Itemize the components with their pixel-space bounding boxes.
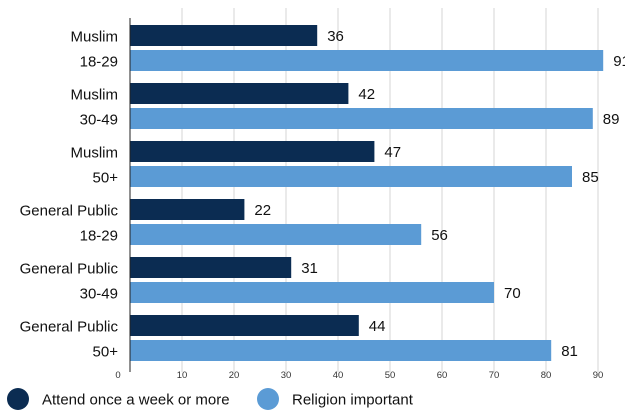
legend-label: Religion important	[292, 392, 414, 409]
religion-important-bar	[130, 282, 494, 303]
category-age-label: 18-29	[80, 228, 118, 245]
x-tick-label: 50	[385, 370, 396, 381]
value-label: 42	[358, 86, 375, 103]
category-group-label: Muslim	[71, 29, 119, 46]
value-label: 44	[369, 318, 386, 335]
attend-weekly-bar	[130, 199, 245, 220]
category-group-label: General Public	[20, 203, 119, 220]
legend-swatch	[7, 388, 29, 410]
value-label: 22	[254, 202, 271, 219]
category-group-label: General Public	[20, 261, 119, 278]
x-tick-label: 20	[229, 370, 240, 381]
x-tick-label: 70	[489, 370, 500, 381]
x-tick-label: 30	[281, 370, 292, 381]
value-label: 85	[582, 169, 599, 186]
religion-important-bar	[130, 166, 572, 187]
x-tick-label: 0	[115, 370, 120, 381]
legend-swatch	[257, 388, 279, 410]
category-age-label: 30-49	[80, 286, 118, 303]
x-tick-label: 60	[437, 370, 448, 381]
attend-weekly-bar	[130, 257, 292, 278]
value-label: 70	[504, 285, 521, 302]
value-label: 89	[603, 111, 620, 128]
bars	[130, 25, 604, 361]
category-age-label: 50+	[93, 344, 119, 361]
legend: Attend once a week or more Religion impor…	[7, 388, 414, 410]
attend-weekly-bar	[130, 83, 349, 104]
category-age-label: 30-49	[80, 112, 118, 129]
category-age-label: 18-29	[80, 54, 118, 71]
x-tick-label: 40	[333, 370, 344, 381]
attend-weekly-bar	[130, 25, 318, 46]
value-label: 47	[384, 144, 401, 161]
attend-weekly-bar	[130, 315, 359, 336]
category-group-label: Muslim	[71, 87, 119, 104]
x-tick-label: 80	[541, 370, 552, 381]
value-labels: 36 91 42 89 47 85 22 56 31 70 44 81	[254, 28, 625, 360]
religion-important-bar	[130, 340, 552, 361]
value-label: 56	[431, 227, 448, 244]
category-group-label: Muslim	[71, 145, 119, 162]
religion-important-bar	[130, 50, 604, 71]
category-group-label: General Public	[20, 319, 119, 336]
attend-weekly-bar	[130, 141, 375, 162]
x-tick-label: 90	[593, 370, 604, 381]
x-tick-label: 10	[177, 370, 188, 381]
religion-important-bar	[130, 224, 422, 245]
value-label: 31	[301, 260, 318, 277]
legend-label: Attend once a week or more	[42, 392, 230, 409]
category-labels: Muslim 18-29 Muslim 30-49 Muslim 50+ General P…	[20, 29, 119, 361]
value-label: 81	[561, 343, 578, 360]
category-age-label: 50+	[93, 170, 119, 187]
religion-important-bar	[130, 108, 593, 129]
value-label: 36	[327, 28, 344, 45]
value-label: 91	[613, 53, 625, 70]
x-axis-ticks: 0 10 20 30 40 50 60 70 80 90	[115, 370, 603, 381]
